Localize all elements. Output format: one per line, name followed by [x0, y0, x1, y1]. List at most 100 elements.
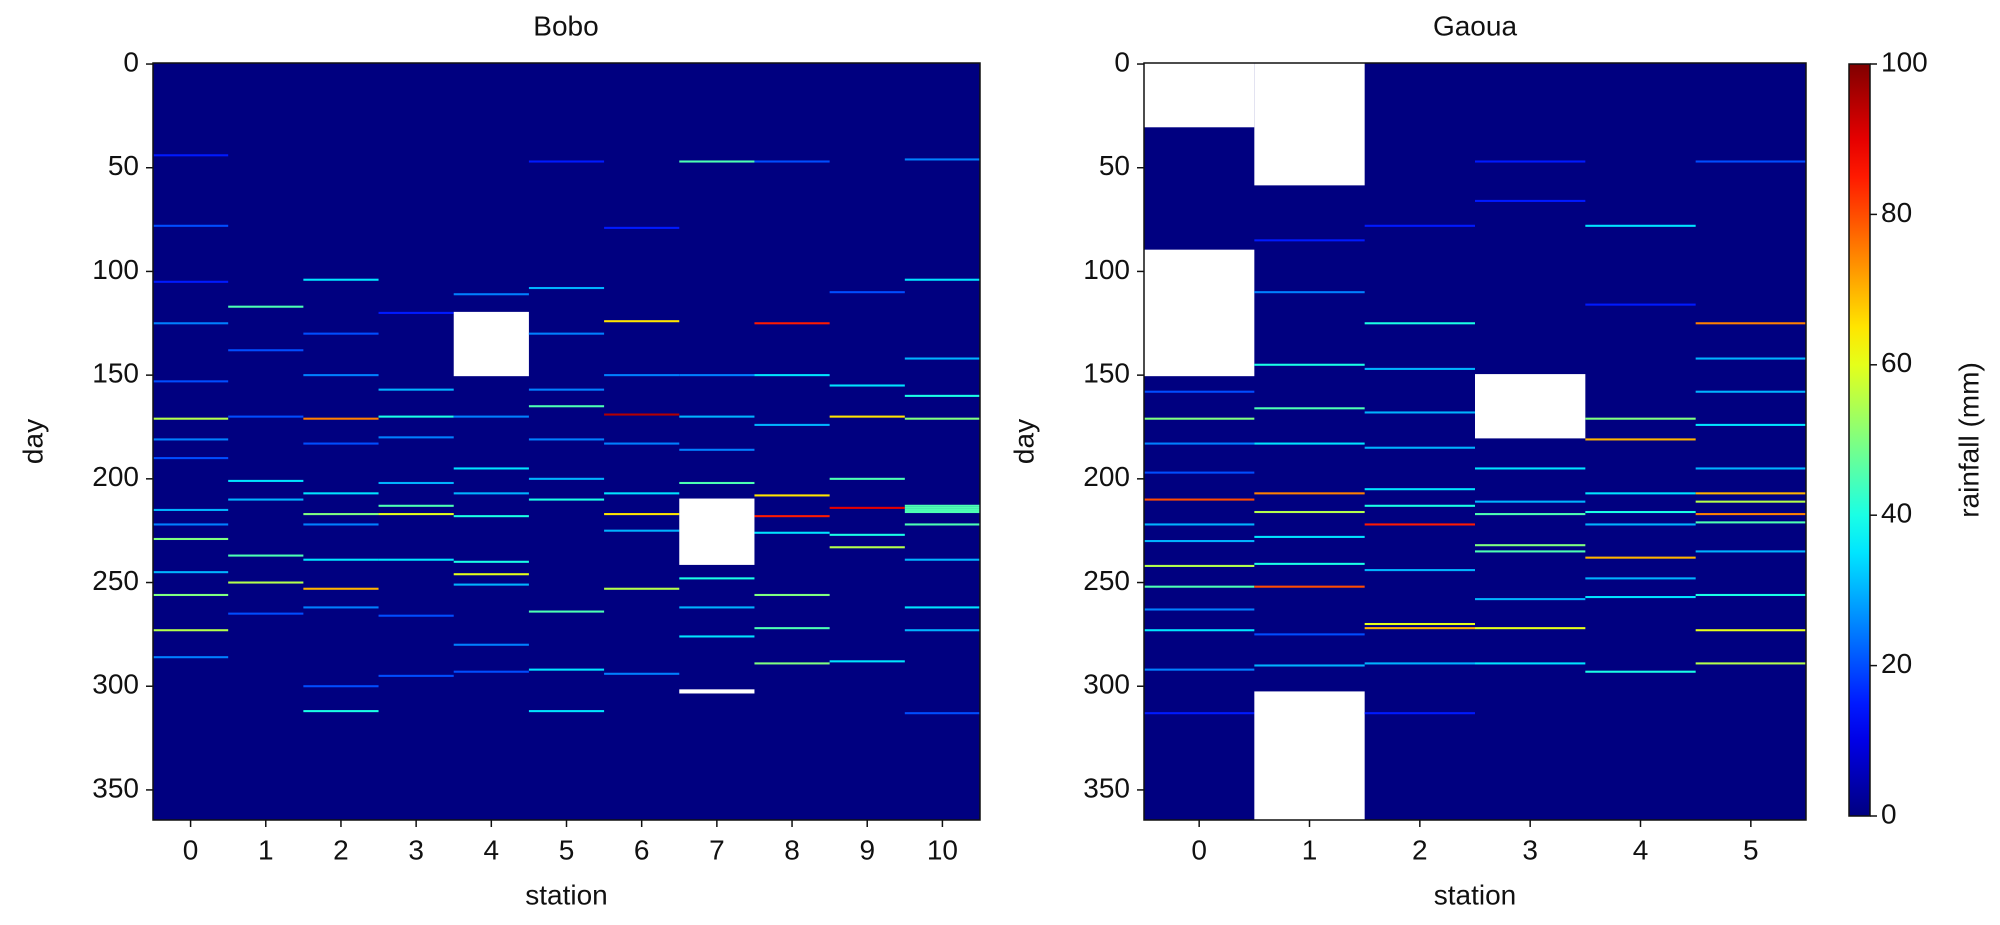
heatmap-cell	[1254, 239, 1365, 242]
heatmap-cell	[754, 374, 830, 377]
heatmap-cell	[1695, 513, 1806, 516]
heatmap-cell	[453, 415, 529, 418]
heatmap-cell	[829, 477, 905, 480]
heatmap-cell	[1364, 569, 1475, 572]
colorbar-tick-label: 100	[1881, 46, 1928, 77]
heatmap-cell	[1695, 423, 1806, 426]
heatmap-cell	[153, 280, 229, 283]
heatmap-cell	[453, 467, 529, 470]
x-tick-label: 5	[1743, 834, 1759, 865]
heatmap-cell	[1695, 492, 1806, 495]
x-tick-label: 8	[784, 834, 800, 865]
heatmap-cell	[1695, 390, 1806, 393]
heatmap-cell	[528, 477, 605, 480]
heatmap-cell	[378, 504, 454, 507]
x-tick-label: 10	[927, 834, 958, 865]
heatmap-cell	[1254, 510, 1365, 514]
y-tick-label: 350	[92, 772, 139, 803]
colorbar-tick-label: 60	[1881, 347, 1912, 378]
heatmap-cell	[1254, 492, 1365, 495]
colorbar-tick-label: 0	[1881, 798, 1897, 829]
heatmap-cell	[679, 448, 755, 451]
x-tick-label: 7	[709, 834, 725, 865]
heatmap-cell	[1144, 417, 1255, 420]
heatmap-cell	[1585, 224, 1696, 227]
heatmap-cell	[1144, 629, 1255, 632]
heatmap-cell	[904, 712, 980, 715]
missing-block	[1144, 63, 1255, 128]
heatmap-cell	[153, 593, 229, 597]
heatmap-cell	[303, 492, 379, 495]
heatmap-cell	[904, 629, 980, 632]
heatmap-cell	[228, 305, 304, 308]
heatmap-cell	[153, 508, 229, 511]
heatmap-cell	[1144, 712, 1255, 715]
heatmap-cell	[1475, 627, 1586, 630]
heatmap-cell	[1144, 540, 1255, 543]
heatmap-cell	[1695, 593, 1806, 597]
heatmap-cell	[528, 668, 605, 671]
heatmap-cell	[378, 614, 454, 617]
x-tick-label: 2	[333, 834, 349, 865]
missing-block	[1475, 374, 1586, 439]
heatmap-cell	[904, 510, 980, 514]
heatmap-cell	[829, 506, 905, 509]
heatmap-cell	[829, 415, 905, 418]
x-tick-label: 0	[1191, 834, 1207, 865]
heatmap-cell	[528, 438, 605, 441]
heatmap-cell	[1695, 160, 1806, 163]
heatmap-cell	[378, 436, 454, 439]
x-tick-label: 4	[1633, 834, 1649, 865]
heatmap-cell	[303, 558, 379, 561]
heatmap-cell	[1254, 562, 1365, 565]
heatmap-cell	[153, 154, 229, 157]
y-tick-label: 50	[1099, 150, 1130, 181]
heatmap-cell	[153, 224, 229, 227]
heatmap-cell	[1144, 442, 1255, 445]
heatmap-cell	[679, 481, 755, 485]
heatmap-cell	[153, 537, 229, 541]
y-tick-label: 200	[1083, 461, 1130, 492]
x-axis-label: station	[1434, 879, 1517, 910]
heatmap-cell	[829, 533, 905, 536]
heatmap-cell	[528, 160, 605, 163]
heatmap-cell	[153, 629, 229, 632]
heatmap-cell	[303, 685, 379, 688]
heatmap-cell	[303, 374, 379, 377]
heatmap-cell	[1475, 550, 1586, 553]
heatmap-cell	[1254, 363, 1365, 366]
heatmap-cell	[228, 498, 304, 501]
heatmap-cell	[303, 523, 379, 526]
heatmap-cell	[153, 457, 229, 460]
heatmap-cell	[528, 332, 605, 335]
heatmap-cell	[153, 438, 229, 441]
heatmap-cell	[528, 388, 605, 391]
heatmap-cell	[1585, 596, 1696, 599]
heatmap-cell	[228, 349, 304, 352]
heatmap-cell	[1144, 608, 1255, 611]
heatmap-cell	[1144, 564, 1255, 567]
x-tick-label: 6	[634, 834, 650, 865]
heatmap-cell	[1475, 199, 1586, 202]
heatmap-cell	[679, 635, 755, 638]
heatmap-background	[153, 63, 980, 820]
heatmap-cell	[153, 322, 229, 325]
heatmap-cell	[1695, 550, 1806, 553]
heatmap-cell	[1585, 417, 1696, 420]
heatmap-cell	[1695, 322, 1806, 325]
heatmap-background	[1144, 63, 1806, 820]
heatmap-cell	[754, 494, 830, 497]
heatmap-cell	[228, 554, 304, 557]
heatmap-cell	[604, 413, 680, 416]
heatmap-cell	[604, 672, 680, 675]
heatmap-cell	[754, 662, 830, 665]
heatmap-cell	[303, 278, 379, 281]
heatmap-cell	[1254, 585, 1365, 588]
heatmap-cell	[1254, 291, 1365, 294]
heatmap-cell	[1475, 513, 1586, 516]
heatmap-cell	[904, 394, 980, 397]
heatmap-cell	[1585, 303, 1696, 306]
heatmap-cell	[528, 405, 605, 408]
axes-frame	[1143, 62, 1807, 821]
heatmap-cell	[604, 374, 680, 377]
